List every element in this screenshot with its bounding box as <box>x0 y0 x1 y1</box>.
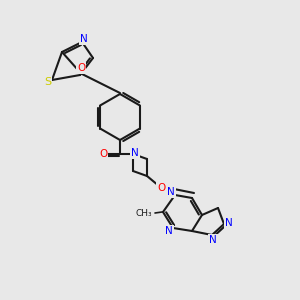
Text: CH₃: CH₃ <box>135 209 152 218</box>
Text: N: N <box>131 148 139 158</box>
Text: O: O <box>99 149 107 159</box>
Text: O: O <box>157 183 165 193</box>
Text: N: N <box>165 226 173 236</box>
Text: O: O <box>77 63 85 73</box>
Text: N: N <box>209 235 217 245</box>
Text: N: N <box>167 187 175 197</box>
Text: S: S <box>44 77 52 87</box>
Text: N: N <box>80 34 88 44</box>
Text: N: N <box>225 218 233 228</box>
